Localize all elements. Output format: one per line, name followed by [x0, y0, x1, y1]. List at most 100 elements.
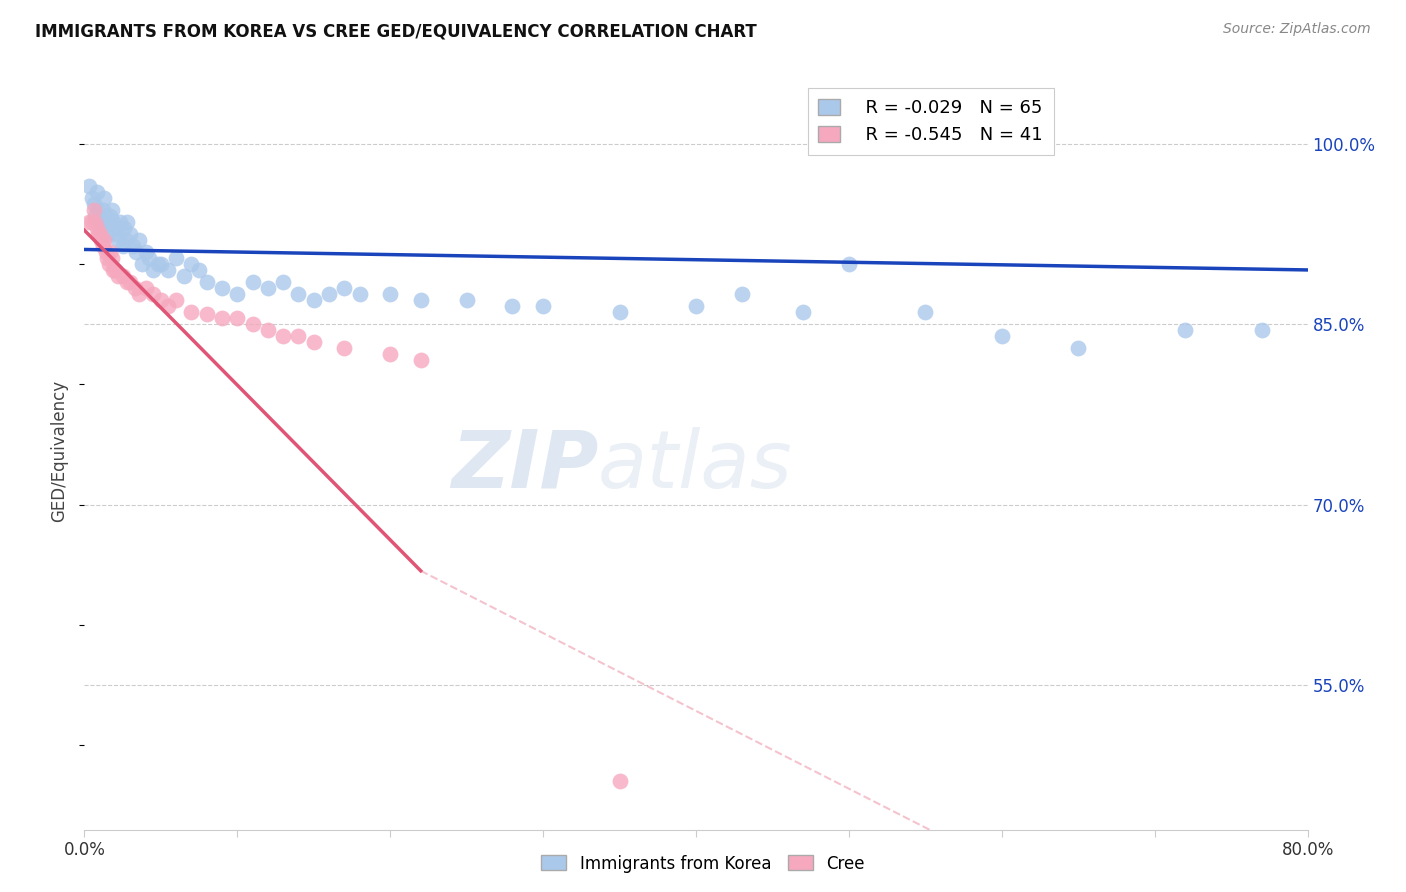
Point	[84, 215, 107, 229]
Point	[502, 299, 524, 313]
Point	[94, 244, 117, 259]
Point	[226, 311, 249, 326]
Point	[149, 293, 172, 307]
Point	[333, 281, 356, 295]
Point	[103, 263, 125, 277]
Point	[90, 233, 112, 247]
Point	[120, 227, 142, 241]
Point	[107, 268, 129, 283]
Point	[122, 239, 145, 253]
Point	[115, 275, 138, 289]
Point	[80, 215, 103, 229]
Point	[111, 239, 134, 253]
Point	[173, 268, 195, 283]
Point	[103, 215, 125, 229]
Point	[91, 239, 114, 253]
Point	[409, 293, 432, 307]
Point	[96, 251, 118, 265]
Text: ZIP: ZIP	[451, 426, 598, 505]
Point	[80, 191, 103, 205]
Point	[84, 209, 107, 223]
Point	[128, 233, 150, 247]
Point	[104, 263, 127, 277]
Point	[838, 257, 860, 271]
Point	[211, 311, 233, 326]
Point	[609, 774, 631, 789]
Point	[111, 268, 134, 283]
Point	[302, 335, 325, 350]
Point	[380, 287, 402, 301]
Point	[114, 233, 136, 247]
Point	[91, 202, 114, 217]
Point	[157, 299, 180, 313]
Point	[1250, 323, 1272, 337]
Point	[131, 257, 153, 271]
Point	[146, 257, 169, 271]
Point	[731, 287, 754, 301]
Point	[1174, 323, 1197, 337]
Point	[409, 353, 432, 368]
Point	[93, 233, 115, 247]
Point	[77, 178, 100, 193]
Point	[349, 287, 371, 301]
Point	[165, 251, 187, 265]
Point	[226, 287, 249, 301]
Point	[101, 251, 124, 265]
Point	[180, 305, 202, 319]
Point	[77, 215, 100, 229]
Point	[108, 215, 131, 229]
Point	[318, 287, 340, 301]
Point	[86, 185, 108, 199]
Point	[287, 287, 309, 301]
Point	[98, 244, 121, 259]
Point	[242, 317, 264, 331]
Point	[914, 305, 936, 319]
Text: Source: ZipAtlas.com: Source: ZipAtlas.com	[1223, 22, 1371, 37]
Point	[89, 215, 111, 229]
Point	[531, 299, 554, 313]
Point	[149, 257, 172, 271]
Point	[89, 227, 111, 241]
Point	[125, 244, 148, 259]
Point	[142, 263, 165, 277]
Point	[188, 263, 211, 277]
Point	[115, 215, 138, 229]
Legend: Immigrants from Korea, Cree: Immigrants from Korea, Cree	[534, 848, 872, 880]
Point	[180, 257, 202, 271]
Point	[112, 220, 135, 235]
Point	[105, 220, 128, 235]
Point	[456, 293, 478, 307]
Y-axis label: GED/Equivalency: GED/Equivalency	[51, 379, 69, 522]
Point	[124, 281, 146, 295]
Point	[104, 227, 127, 241]
Point	[271, 275, 294, 289]
Point	[97, 215, 120, 229]
Point	[257, 281, 280, 295]
Point	[96, 227, 118, 241]
Point	[135, 244, 157, 259]
Point	[195, 275, 218, 289]
Point	[380, 347, 402, 361]
Point	[195, 308, 218, 322]
Point	[93, 191, 115, 205]
Point	[94, 209, 117, 223]
Point	[1067, 341, 1090, 355]
Point	[107, 233, 129, 247]
Point	[142, 287, 165, 301]
Point	[165, 293, 187, 307]
Point	[257, 323, 280, 337]
Point	[87, 202, 110, 217]
Point	[101, 202, 124, 217]
Point	[97, 257, 120, 271]
Point	[287, 329, 309, 343]
Point	[609, 305, 631, 319]
Point	[135, 281, 157, 295]
Point	[157, 263, 180, 277]
Point	[991, 329, 1014, 343]
Point	[685, 299, 707, 313]
Point	[242, 275, 264, 289]
Text: atlas: atlas	[598, 426, 793, 505]
Point	[271, 329, 294, 343]
Point	[90, 220, 112, 235]
Point	[302, 293, 325, 307]
